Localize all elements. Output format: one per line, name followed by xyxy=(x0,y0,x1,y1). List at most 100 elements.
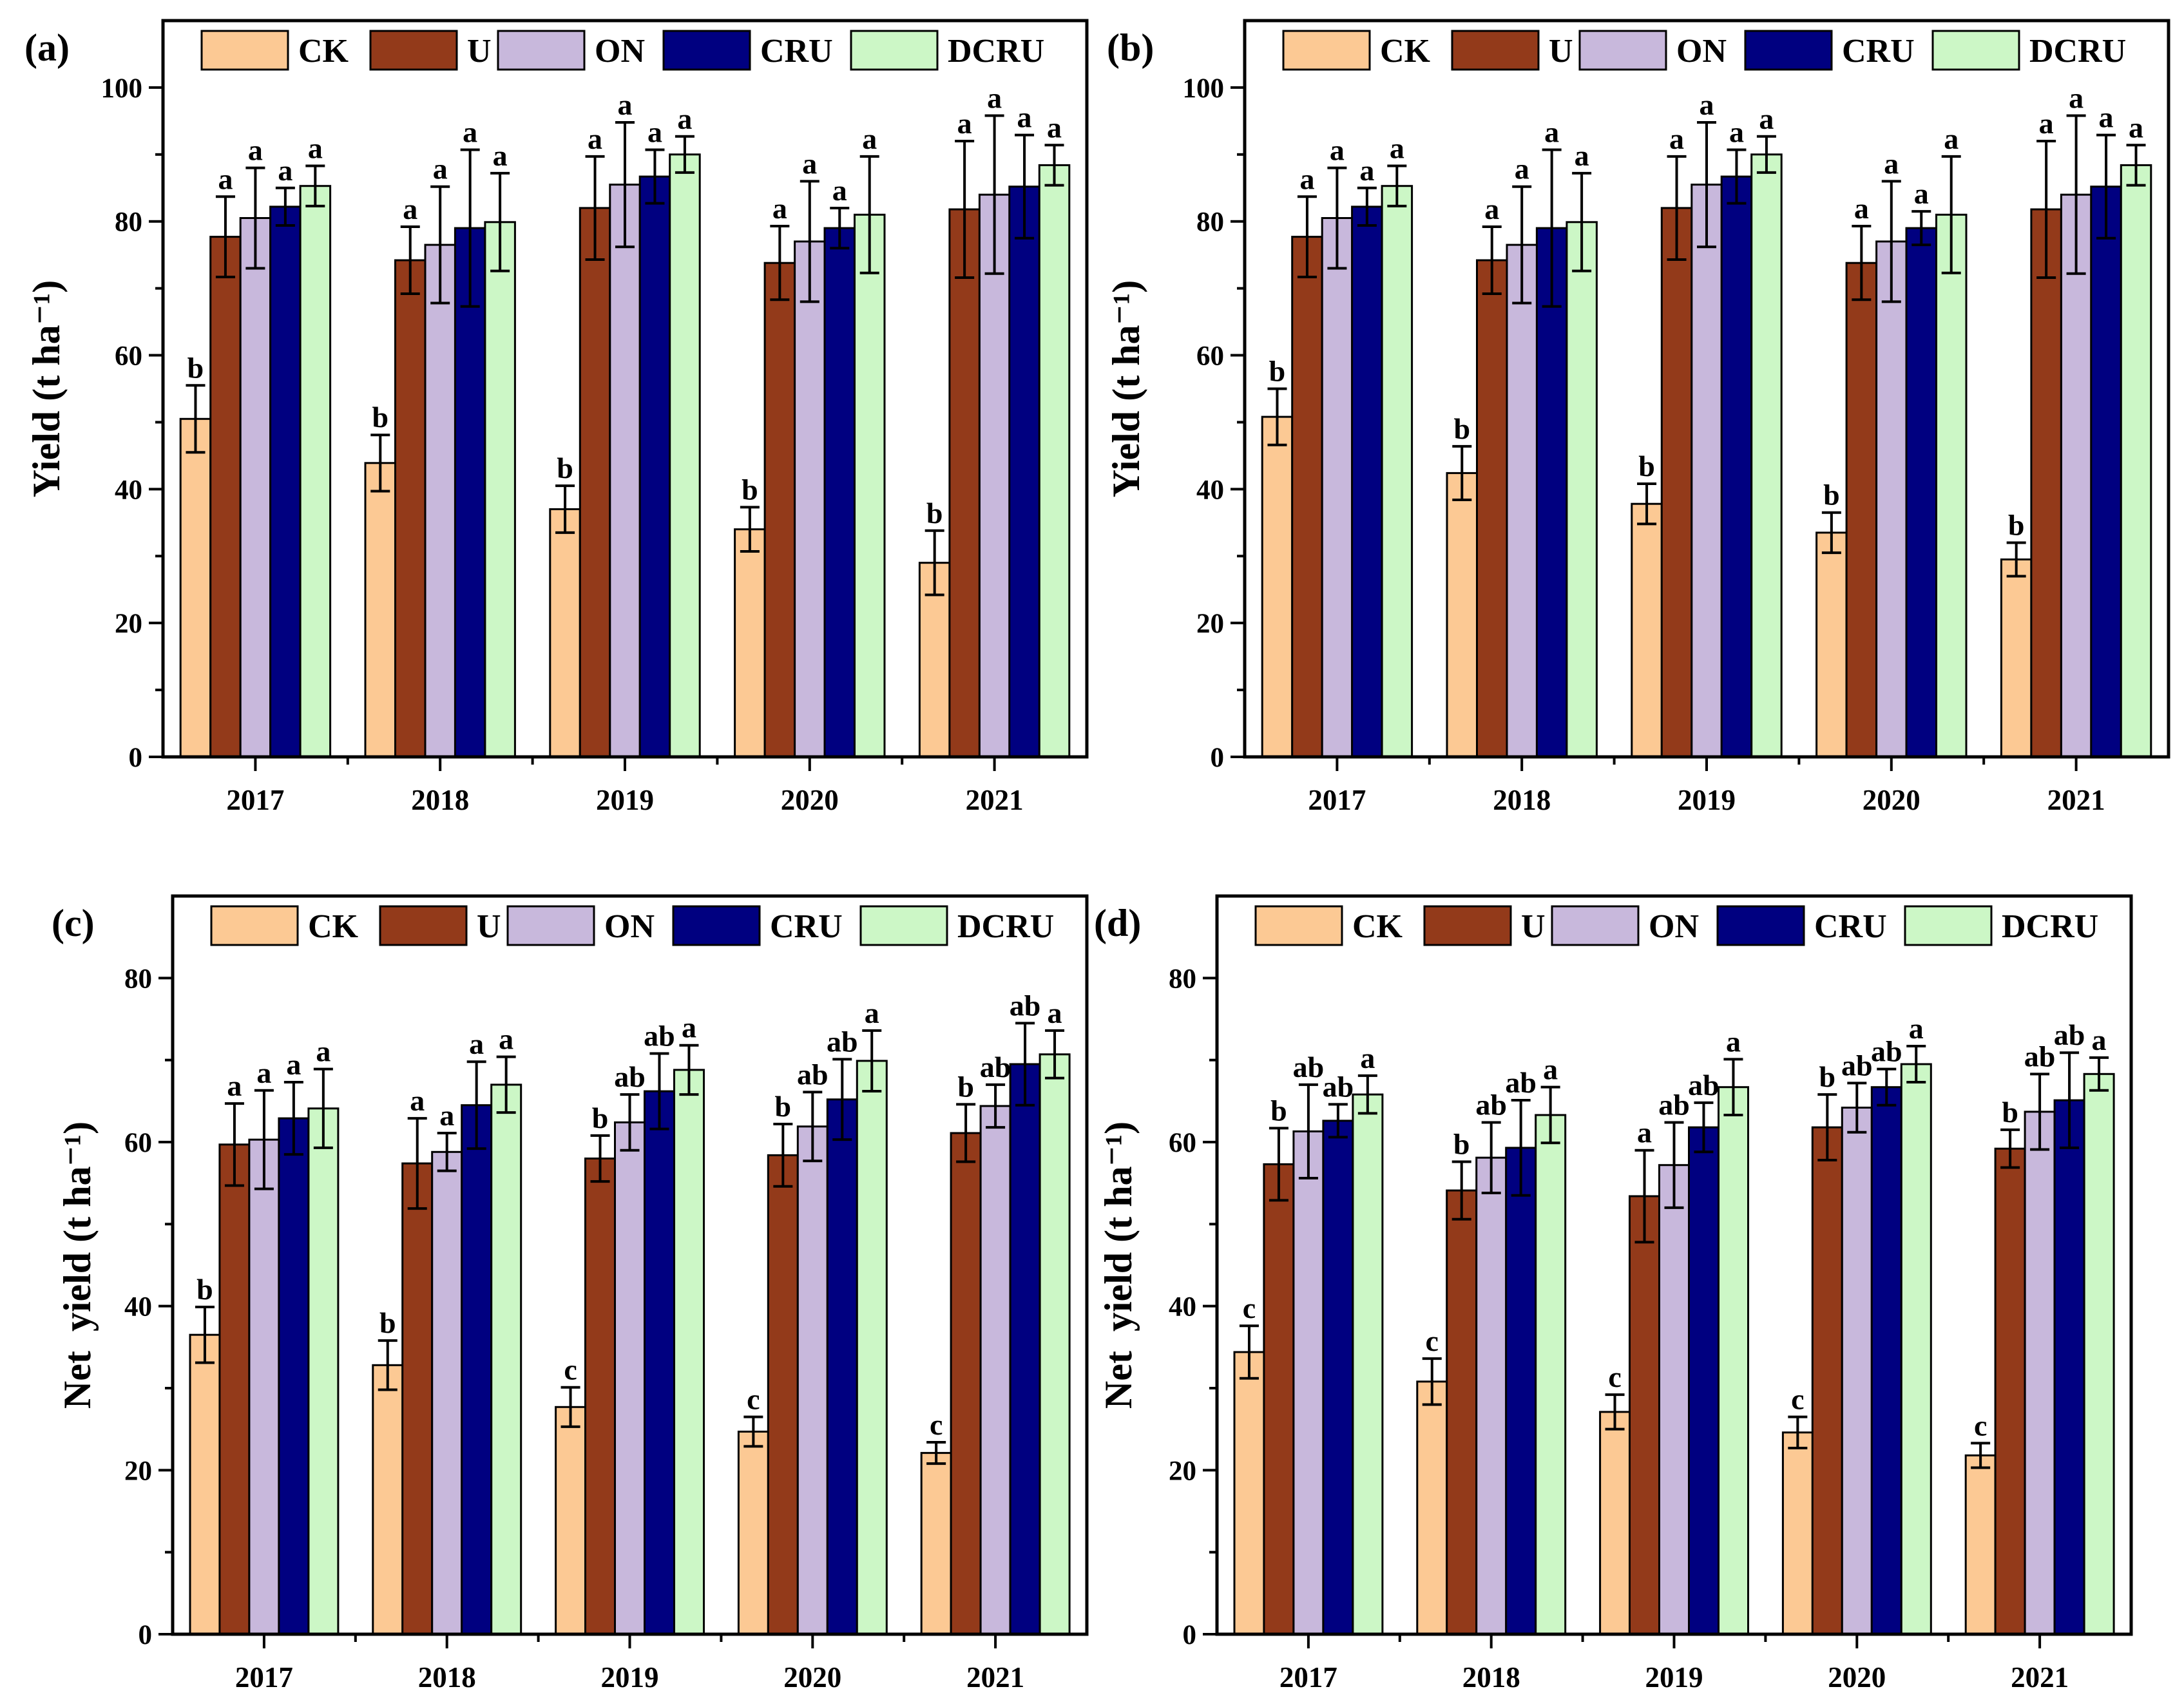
y-axis-a: 0 20 40 60 80 100 xyxy=(101,73,163,773)
panel-label-c: (c) xyxy=(52,902,95,944)
bar-u-2018 xyxy=(394,259,426,758)
error-bar-u-2021 xyxy=(956,1103,976,1163)
bar-cru-2020 xyxy=(1870,1086,1902,1635)
error-bar-cru-2018 xyxy=(1511,1099,1531,1197)
sig-letter-dcru-2019: a xyxy=(1759,102,1774,135)
sig-letter-dcru-2017: a xyxy=(308,131,323,164)
sig-letter-ck-2017: b xyxy=(196,1273,213,1306)
sig-letter-ck-2017: c xyxy=(1243,1292,1256,1324)
legend-item-ck: CK xyxy=(1282,30,1431,71)
legend-swatch-ck xyxy=(1254,905,1343,946)
bar-u-2017 xyxy=(1263,1163,1295,1635)
sig-letter-dcru-2021: a xyxy=(1048,997,1062,1029)
error-bar-u-2021 xyxy=(955,140,975,280)
sig-letter-dcru-2018: a xyxy=(1543,1053,1558,1086)
sig-letter-u-2019: a xyxy=(1669,122,1684,155)
bar-on-2019 xyxy=(1658,1164,1690,1635)
sig-letter-cru-2019: a xyxy=(647,116,662,149)
sig-letter-u-2020: b xyxy=(1819,1060,1836,1093)
sig-letter-on-2019: a xyxy=(1700,88,1714,121)
y-tick-label: 60 xyxy=(1169,1128,1196,1158)
error-bar-cru-2019 xyxy=(1694,1101,1714,1154)
bar-dcru-2019 xyxy=(669,153,701,758)
x-tick-label: 2018 xyxy=(411,784,469,816)
x-axis-d: 2017 2018 2019 2020 2021 xyxy=(1279,1634,2069,1693)
error-bar-ck-2020 xyxy=(740,506,760,553)
legend-a: CK U ON CRU DCRU xyxy=(200,30,1044,71)
x-tick-label: 2021 xyxy=(966,1661,1024,1693)
error-bar-ck-2017 xyxy=(1239,1324,1259,1380)
bars-b xyxy=(1261,153,2152,758)
legend-label-on: ON xyxy=(1676,33,1727,70)
legend-label-on: ON xyxy=(1649,908,1699,945)
sig-letter-cru-2020: ab xyxy=(827,1025,858,1058)
y-tick-label: 40 xyxy=(1196,475,1224,505)
bar-on-2017 xyxy=(248,1138,280,1635)
bar-cru-2019 xyxy=(1688,1126,1719,1635)
x-tick-label: 2021 xyxy=(2011,1661,2069,1693)
error-bar-dcru-2020 xyxy=(1941,155,1961,274)
sig-letter-dcru-2020: a xyxy=(1944,122,1959,155)
sig-letter-on-2018: ab xyxy=(1475,1088,1507,1121)
bars-c xyxy=(189,1053,1071,1635)
bar-dcru-2020 xyxy=(854,213,886,758)
legend-swatch-dcru xyxy=(850,30,939,71)
bar-cru-2021 xyxy=(2053,1099,2085,1635)
y-axis-label-a: Yield (t ha⁻¹) xyxy=(25,280,68,497)
legend-item-dcru: DCRU xyxy=(1904,905,2098,946)
sig-letter-u-2018: b xyxy=(1453,1128,1470,1161)
sig-letter-ck-2018: b xyxy=(379,1306,396,1339)
legend-item-u: U xyxy=(369,30,492,71)
bar-dcru-2021 xyxy=(2120,164,2152,758)
error-bar-dcru-2019 xyxy=(1756,135,1776,174)
error-bar-u-2020 xyxy=(1852,225,1872,301)
error-bar-dcru-2021 xyxy=(1045,1029,1065,1080)
sig-letter-dcru-2019: a xyxy=(1726,1025,1741,1058)
bar-ck-2017 xyxy=(189,1333,221,1635)
x-tick-label: 2017 xyxy=(1308,784,1366,816)
legend-item-cru: CRU xyxy=(672,905,843,946)
legend-d: CK U ON CRU DCRU xyxy=(1254,905,2098,946)
sig-letter-cru-2017: a xyxy=(1359,154,1374,187)
sig-letter-ck-2021: c xyxy=(930,1408,943,1441)
error-bar-u-2020 xyxy=(1817,1093,1837,1162)
sig-letter-cru-2021: a xyxy=(1017,101,1032,134)
sig-letter-on-2020: ab xyxy=(1841,1049,1873,1082)
legend-label-cru: CRU xyxy=(1842,33,1915,70)
error-bar-cru-2017 xyxy=(283,1081,303,1156)
error-bar-on-2021 xyxy=(986,1083,1006,1129)
bar-ck-2021 xyxy=(2000,558,2033,758)
error-bar-u-2020 xyxy=(770,225,790,301)
sig-letter-u-2017: a xyxy=(218,162,233,195)
error-bar-on-2017 xyxy=(1298,1083,1318,1180)
error-bar-dcru-2018 xyxy=(496,1055,516,1114)
sig-letter-dcru-2017: a xyxy=(1360,1042,1375,1074)
error-bars-a xyxy=(186,114,1064,596)
y-tick-label: 80 xyxy=(115,207,142,238)
y-tick-label: 0 xyxy=(129,743,143,773)
error-bar-u-2018 xyxy=(1451,1160,1471,1221)
y-tick-label: 100 xyxy=(101,73,143,104)
x-tick-label: 2020 xyxy=(1828,1661,1886,1693)
sig-letter-u-2019: a xyxy=(1637,1116,1652,1149)
error-bar-u-2018 xyxy=(1482,225,1502,295)
bar-cru-2018 xyxy=(1505,1147,1537,1635)
error-bar-ck-2018 xyxy=(1452,444,1472,501)
error-bar-ck-2019 xyxy=(555,484,575,534)
sig-letter-cru-2021: ab xyxy=(2054,1018,2085,1051)
bars-d xyxy=(1233,1063,2115,1635)
bar-cru-2021 xyxy=(2090,186,2122,758)
error-bar-ck-2017 xyxy=(195,1305,215,1364)
error-bar-dcru-2018 xyxy=(1540,1085,1560,1145)
error-bar-on-2019 xyxy=(620,1093,640,1152)
bar-cru-2020 xyxy=(826,1098,858,1635)
legend-label-on: ON xyxy=(595,33,645,70)
sig-letter-cru-2021: ab xyxy=(1010,989,1041,1022)
legend-item-ck: CK xyxy=(210,905,359,946)
bar-dcru-2018 xyxy=(484,221,516,758)
bar-cru-2019 xyxy=(644,1090,675,1635)
error-bar-on-2021 xyxy=(2066,114,2086,275)
sig-letter-ck-2019: c xyxy=(564,1353,577,1386)
